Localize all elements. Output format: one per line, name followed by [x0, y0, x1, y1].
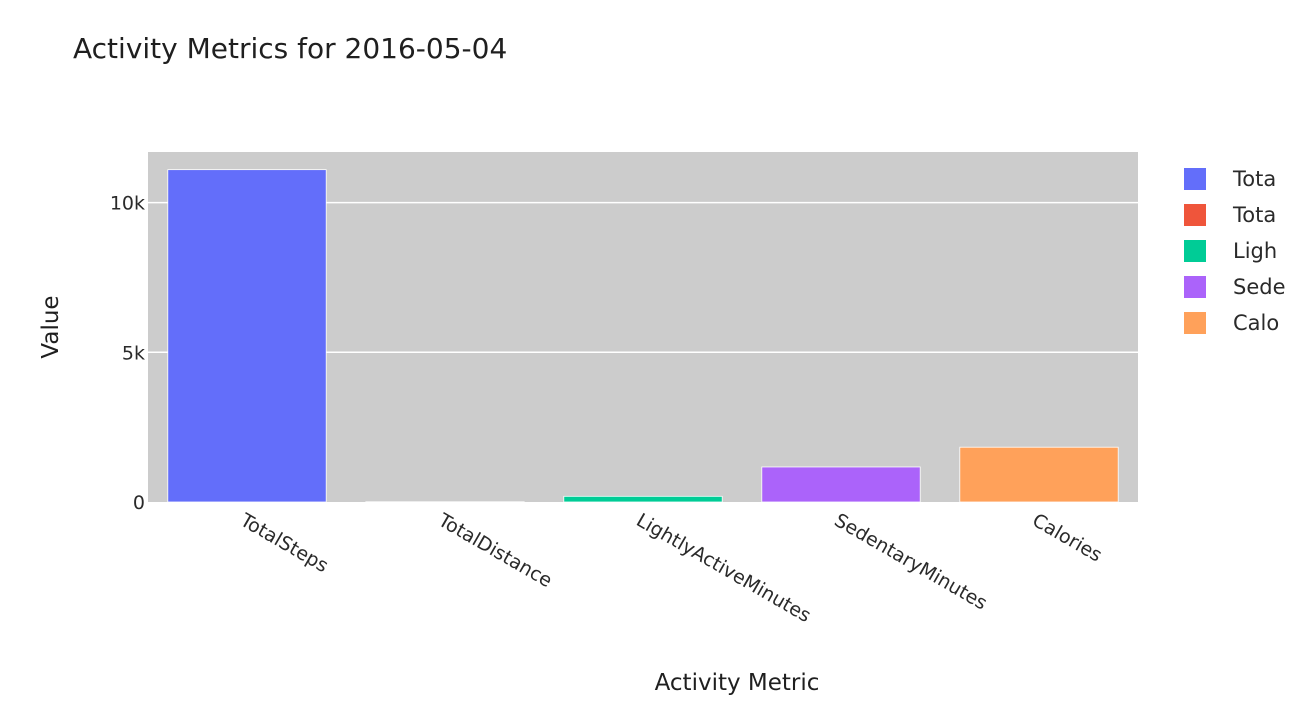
bar-totalsteps	[167, 169, 327, 503]
legend-swatch[interactable]	[1184, 240, 1206, 262]
x-tick-label: TotalSteps	[236, 509, 332, 577]
chart-title: Activity Metrics for 2016-05-04	[73, 32, 507, 65]
legend-item-label[interactable]: Calo	[1233, 311, 1279, 335]
y-axis-ticks: 0 5k 10k	[110, 193, 145, 514]
legend-item-label[interactable]: Tota	[1232, 203, 1276, 227]
legend-swatch[interactable]	[1184, 312, 1206, 334]
y-tick-label: 10k	[110, 193, 145, 215]
bar-totaldistance	[365, 501, 525, 503]
legend-item-label[interactable]: Tota	[1232, 167, 1276, 191]
x-tick-label: TotalDistance	[434, 509, 556, 592]
y-axis-title: Value	[38, 295, 64, 358]
x-tick-label: SedentaryMinutes	[831, 509, 991, 614]
x-axis-title: Activity Metric	[655, 670, 820, 696]
bars	[167, 169, 1119, 503]
x-tick-label: Calories	[1029, 509, 1106, 566]
y-tick-label: 0	[133, 492, 145, 514]
legend-swatch[interactable]	[1184, 168, 1206, 190]
legend-item-label[interactable]: Ligh	[1233, 239, 1277, 263]
y-tick-label: 5k	[122, 342, 145, 364]
bar-sedentaryminutes	[761, 466, 921, 503]
legend-item-label[interactable]: Sede	[1233, 275, 1286, 299]
legend-swatch[interactable]	[1184, 276, 1206, 298]
legend-swatch[interactable]	[1184, 204, 1206, 226]
bar-calories	[959, 446, 1119, 503]
x-axis-ticks: TotalSteps TotalDistance LightlyActiveMinu…	[236, 509, 1106, 627]
legend: Tota Tota Ligh Sede Calo	[1184, 167, 1286, 335]
bar-lightlyactiveminutes	[563, 495, 723, 503]
x-tick-label: LightlyActiveMinutes	[633, 509, 815, 627]
